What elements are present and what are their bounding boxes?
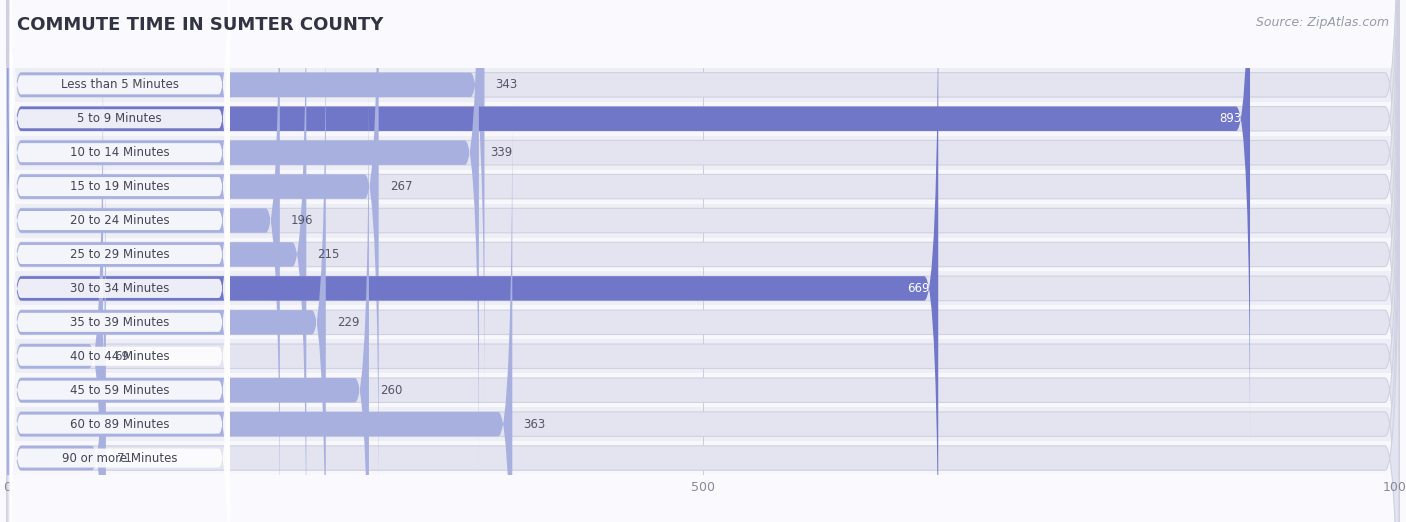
Bar bbox=[7, 305, 1399, 339]
Text: 71: 71 bbox=[117, 452, 132, 465]
Text: 40 to 44 Minutes: 40 to 44 Minutes bbox=[70, 350, 170, 363]
FancyBboxPatch shape bbox=[7, 0, 1399, 516]
Text: Source: ZipAtlas.com: Source: ZipAtlas.com bbox=[1256, 16, 1389, 29]
Text: 69: 69 bbox=[114, 350, 129, 363]
Text: 25 to 29 Minutes: 25 to 29 Minutes bbox=[70, 248, 170, 261]
FancyBboxPatch shape bbox=[7, 27, 103, 522]
Text: 669: 669 bbox=[907, 282, 929, 295]
Text: 339: 339 bbox=[491, 146, 512, 159]
FancyBboxPatch shape bbox=[7, 0, 280, 522]
FancyBboxPatch shape bbox=[7, 0, 1399, 414]
Text: 229: 229 bbox=[337, 316, 360, 329]
FancyBboxPatch shape bbox=[10, 0, 229, 410]
Bar bbox=[7, 68, 1399, 102]
FancyBboxPatch shape bbox=[10, 0, 229, 444]
FancyBboxPatch shape bbox=[10, 0, 229, 376]
FancyBboxPatch shape bbox=[10, 167, 229, 522]
Text: 60 to 89 Minutes: 60 to 89 Minutes bbox=[70, 418, 170, 431]
Text: 10 to 14 Minutes: 10 to 14 Minutes bbox=[70, 146, 170, 159]
FancyBboxPatch shape bbox=[10, 201, 229, 522]
FancyBboxPatch shape bbox=[7, 94, 1399, 522]
Bar bbox=[7, 373, 1399, 407]
FancyBboxPatch shape bbox=[10, 0, 229, 478]
FancyBboxPatch shape bbox=[7, 61, 1399, 522]
Text: 30 to 34 Minutes: 30 to 34 Minutes bbox=[70, 282, 170, 295]
FancyBboxPatch shape bbox=[10, 65, 229, 522]
FancyBboxPatch shape bbox=[10, 31, 229, 522]
FancyBboxPatch shape bbox=[7, 0, 1399, 522]
Text: 35 to 39 Minutes: 35 to 39 Minutes bbox=[70, 316, 170, 329]
FancyBboxPatch shape bbox=[7, 0, 1399, 482]
FancyBboxPatch shape bbox=[7, 0, 1250, 448]
FancyBboxPatch shape bbox=[10, 99, 229, 522]
Text: 15 to 19 Minutes: 15 to 19 Minutes bbox=[70, 180, 170, 193]
FancyBboxPatch shape bbox=[7, 0, 938, 522]
Text: 363: 363 bbox=[523, 418, 546, 431]
Bar bbox=[7, 271, 1399, 305]
Bar bbox=[7, 339, 1399, 373]
Bar bbox=[7, 441, 1399, 475]
FancyBboxPatch shape bbox=[7, 0, 1399, 522]
Bar bbox=[7, 204, 1399, 238]
Bar bbox=[7, 238, 1399, 271]
FancyBboxPatch shape bbox=[7, 0, 1399, 448]
Bar bbox=[7, 407, 1399, 441]
FancyBboxPatch shape bbox=[10, 133, 229, 522]
Text: 260: 260 bbox=[380, 384, 402, 397]
FancyBboxPatch shape bbox=[7, 0, 479, 482]
Text: 90 or more Minutes: 90 or more Minutes bbox=[62, 452, 177, 465]
Bar bbox=[7, 136, 1399, 170]
Text: 893: 893 bbox=[1219, 112, 1241, 125]
FancyBboxPatch shape bbox=[7, 0, 1399, 522]
Text: 215: 215 bbox=[318, 248, 340, 261]
Text: 45 to 59 Minutes: 45 to 59 Minutes bbox=[70, 384, 170, 397]
Text: 196: 196 bbox=[291, 214, 314, 227]
FancyBboxPatch shape bbox=[10, 0, 229, 512]
Text: 5 to 9 Minutes: 5 to 9 Minutes bbox=[77, 112, 162, 125]
FancyBboxPatch shape bbox=[7, 0, 485, 414]
Text: 343: 343 bbox=[495, 78, 517, 91]
FancyBboxPatch shape bbox=[7, 128, 1399, 522]
Bar bbox=[7, 102, 1399, 136]
Text: COMMUTE TIME IN SUMTER COUNTY: COMMUTE TIME IN SUMTER COUNTY bbox=[17, 16, 384, 33]
FancyBboxPatch shape bbox=[7, 61, 368, 522]
Text: 267: 267 bbox=[389, 180, 412, 193]
FancyBboxPatch shape bbox=[7, 27, 1399, 522]
FancyBboxPatch shape bbox=[7, 0, 326, 522]
FancyBboxPatch shape bbox=[7, 94, 512, 522]
FancyBboxPatch shape bbox=[7, 0, 378, 516]
FancyBboxPatch shape bbox=[7, 128, 105, 522]
FancyBboxPatch shape bbox=[7, 0, 1399, 522]
FancyBboxPatch shape bbox=[7, 0, 307, 522]
Text: 20 to 24 Minutes: 20 to 24 Minutes bbox=[70, 214, 170, 227]
Text: Less than 5 Minutes: Less than 5 Minutes bbox=[60, 78, 179, 91]
Bar bbox=[7, 170, 1399, 204]
FancyBboxPatch shape bbox=[10, 0, 229, 342]
